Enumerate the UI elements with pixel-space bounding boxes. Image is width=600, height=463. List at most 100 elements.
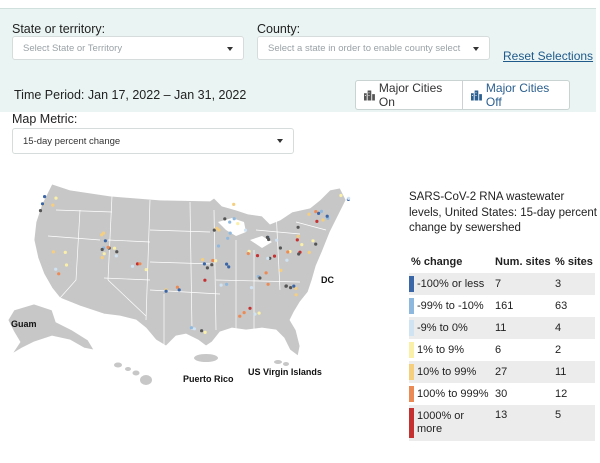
sewershed-dot[interactable] [210, 263, 214, 267]
sewershed-dot[interactable] [43, 195, 47, 199]
sewershed-dot[interactable] [212, 228, 216, 232]
sewershed-dot[interactable] [115, 250, 119, 254]
sewershed-dot[interactable] [130, 264, 135, 268]
sewershed-dot[interactable] [214, 259, 218, 263]
sewershed-dot[interactable] [112, 246, 117, 250]
sewershed-dot[interactable] [164, 289, 168, 293]
sewershed-dot[interactable] [243, 228, 248, 232]
sewershed-dot[interactable] [286, 250, 290, 254]
sewershed-dot[interactable] [211, 258, 215, 263]
sewershed-dot[interactable] [63, 250, 67, 254]
sewershed-dot[interactable] [315, 219, 319, 223]
legend-row[interactable]: -9% to 0% 11 4 [409, 317, 595, 339]
sewershed-dot[interactable] [295, 238, 299, 242]
sewershed-dot[interactable] [54, 267, 58, 271]
sewershed-dot[interactable] [278, 246, 282, 250]
sewershed-dot[interactable] [228, 231, 232, 235]
sewershed-dot[interactable] [249, 286, 254, 290]
sewershed-dot[interactable] [296, 234, 300, 238]
map-metric-select[interactable]: 15-day percent change [12, 128, 294, 154]
sewershed-dot[interactable] [347, 196, 351, 200]
sewershed-dot[interactable] [216, 244, 221, 248]
guam-shape[interactable] [18, 316, 22, 324]
sewershed-dot[interactable] [272, 254, 277, 258]
sewershed-dot[interactable] [317, 211, 321, 215]
contiguous-us-shape[interactable] [33, 183, 347, 357]
sewershed-dot[interactable] [267, 237, 271, 242]
sewershed-dot[interactable] [319, 209, 324, 213]
sewershed-dot[interactable] [289, 286, 293, 290]
sewershed-dot[interactable] [307, 212, 311, 216]
sewershed-dot[interactable] [275, 238, 279, 242]
sewershed-dot[interactable] [314, 210, 318, 214]
sewershed-dot[interactable] [100, 256, 104, 260]
sewershed-dot[interactable] [114, 254, 118, 258]
sewershed-dot[interactable] [294, 293, 298, 297]
us-map[interactable] [0, 170, 400, 400]
sewershed-dot[interactable] [135, 262, 140, 266]
sewershed-dot[interactable] [226, 236, 230, 240]
sewershed-dot[interactable] [232, 217, 236, 221]
legend-row[interactable]: 1% to 9% 6 2 [409, 339, 595, 361]
sewershed-dot[interactable] [296, 225, 300, 229]
sewershed-dot[interactable] [106, 245, 110, 249]
sewershed-dot[interactable] [279, 268, 283, 272]
sewershed-dot[interactable] [100, 233, 104, 237]
sewershed-dot[interactable] [258, 276, 262, 280]
sewershed-dot[interactable] [294, 286, 298, 290]
sewershed-dot[interactable] [219, 283, 223, 287]
sewershed-dot[interactable] [138, 262, 142, 266]
sewershed-dot[interactable] [307, 250, 311, 254]
virgin-islands-shape[interactable] [274, 360, 289, 366]
legend-row[interactable]: -100% or less 7 3 [409, 273, 595, 295]
sewershed-dot[interactable] [266, 256, 270, 260]
sewershed-dot[interactable] [203, 278, 207, 282]
sewershed-dot[interactable] [297, 252, 301, 256]
alaska-shape[interactable] [7, 303, 95, 355]
sewershed-dot[interactable] [57, 272, 61, 276]
sewershed-dot[interactable] [339, 193, 343, 198]
sewershed-dot[interactable] [223, 217, 227, 221]
hawaii-shape[interactable] [114, 362, 152, 386]
sewershed-dot[interactable] [242, 311, 246, 315]
sewershed-dot[interactable] [225, 262, 229, 266]
legend-row[interactable]: 100% to 999% 30 12 [409, 383, 595, 405]
legend-row[interactable]: 10% to 99% 27 11 [409, 361, 595, 383]
sewershed-dot[interactable] [189, 326, 193, 330]
sewershed-dot[interactable] [54, 196, 58, 200]
sewershed-dot[interactable] [225, 282, 229, 286]
sewershed-dot[interactable] [40, 202, 45, 206]
sewershed-dot[interactable] [236, 222, 240, 226]
sewershed-dot[interactable] [228, 220, 232, 224]
sewershed-dot[interactable] [284, 284, 288, 288]
sewershed-dot[interactable] [192, 327, 196, 331]
sewershed-dot[interactable] [51, 250, 56, 254]
sewershed-dot[interactable] [51, 203, 55, 207]
sewershed-dot[interactable] [200, 329, 204, 333]
sewershed-dot[interactable] [100, 247, 104, 252]
sewershed-dot[interactable] [266, 282, 270, 286]
sewershed-dot[interactable] [203, 330, 207, 334]
sewershed-dot[interactable] [177, 288, 181, 292]
state-select[interactable]: Select State or Territory [12, 36, 244, 60]
sewershed-dot[interactable] [205, 266, 209, 270]
sewershed-dot[interactable] [285, 258, 289, 262]
sewershed-dot[interactable] [264, 271, 268, 275]
sewershed-dot[interactable] [144, 268, 148, 272]
sewershed-dot[interactable] [202, 262, 206, 266]
sewershed-dot[interactable] [232, 202, 236, 206]
sewershed-dot[interactable] [321, 218, 325, 222]
sewershed-dot[interactable] [102, 252, 106, 256]
major-cities-off-button[interactable]: Major Cities Off [462, 80, 570, 110]
sewershed-dot[interactable] [103, 239, 107, 243]
sewershed-dot[interactable] [314, 242, 318, 246]
sewershed-dot[interactable] [292, 284, 296, 288]
county-select[interactable]: Select a state in order to enable county… [257, 36, 490, 60]
sewershed-dot[interactable] [201, 258, 205, 262]
puerto-rico-shape[interactable] [194, 354, 218, 362]
sewershed-dot[interactable] [246, 252, 250, 256]
sewershed-dot[interactable] [311, 239, 315, 243]
sewershed-dot[interactable] [215, 226, 219, 230]
sewershed-dot[interactable] [300, 243, 304, 247]
sewershed-dot[interactable] [255, 254, 260, 258]
